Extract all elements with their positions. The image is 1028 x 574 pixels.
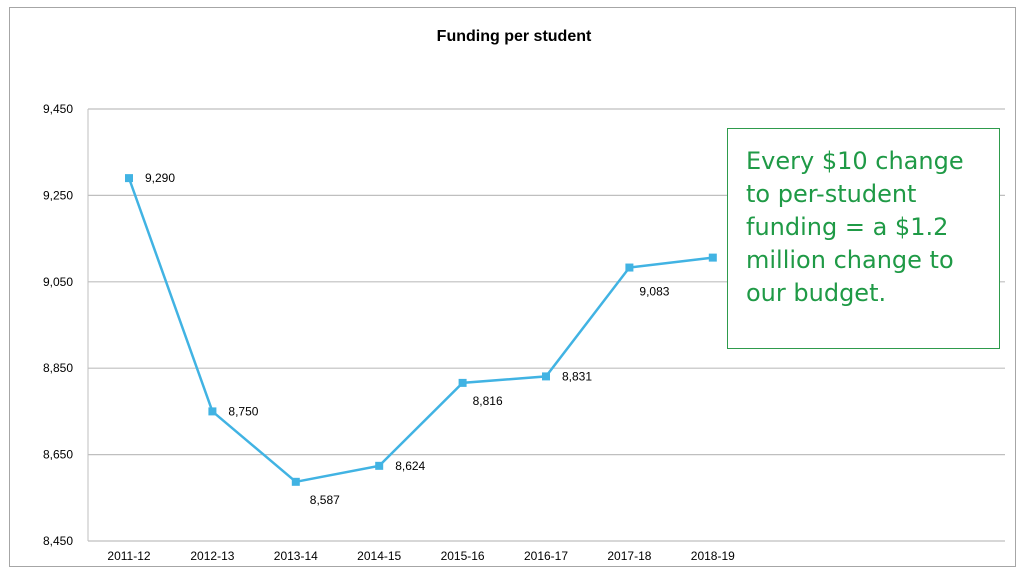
data-point — [625, 263, 634, 272]
y-tick-label: 8,850 — [43, 361, 73, 375]
x-tick-label: 2013-14 — [274, 549, 318, 563]
data-point — [542, 372, 550, 381]
x-tick-label: 2011-12 — [107, 549, 150, 563]
x-tick-label: 2016-17 — [524, 549, 568, 563]
data-point — [125, 174, 133, 183]
x-tick-label: 2014-15 — [357, 549, 401, 563]
x-tick-label: 2012-13 — [190, 549, 234, 563]
data-point — [291, 477, 300, 486]
data-point — [208, 407, 217, 416]
data-point — [458, 378, 467, 387]
data-label: 8,750 — [228, 404, 258, 418]
callout-line: our budget. — [746, 279, 887, 307]
callout-line: to per-student — [746, 180, 917, 208]
y-tick-label: 8,450 — [43, 534, 73, 548]
callout-line: funding = a $1.2 — [746, 213, 949, 241]
data-point — [708, 253, 717, 262]
data-label: 9,290 — [145, 171, 175, 185]
data-label: 8,831 — [562, 369, 592, 383]
data-label: 9,083 — [639, 285, 669, 299]
y-tick-label: 9,050 — [43, 275, 73, 289]
y-tick-label: 8,650 — [43, 448, 73, 462]
series-line — [127, 177, 713, 484]
y-tick-label: 9,450 — [43, 102, 73, 116]
data-label: 8,816 — [473, 394, 503, 408]
y-tick-label: 9,250 — [43, 188, 73, 202]
data-point — [375, 461, 384, 470]
chart-title: Funding per student — [436, 28, 592, 45]
annotation-callout: Every $10 change to per-student funding … — [727, 128, 1000, 349]
data-label: 8,624 — [395, 459, 425, 473]
x-tick-label: 2017-18 — [607, 549, 651, 563]
callout-line: Every $10 change — [746, 147, 964, 175]
data-label: 8,587 — [310, 493, 340, 507]
x-tick-label: 2015-16 — [441, 549, 485, 563]
x-tick-label: 2018-19 — [691, 549, 735, 563]
callout-line: million change to — [746, 246, 954, 274]
